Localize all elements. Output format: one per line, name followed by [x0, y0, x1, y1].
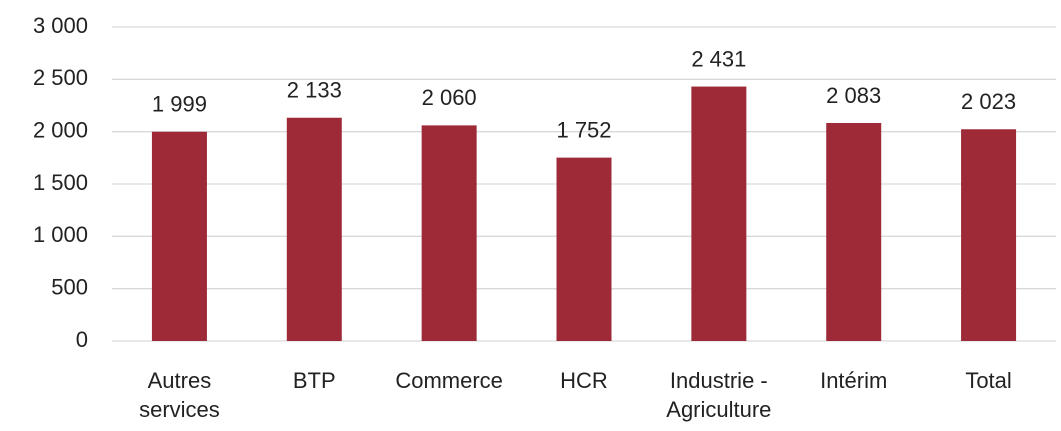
- x-tick-label: BTP: [292, 368, 336, 393]
- value-label: 1 999: [152, 92, 207, 117]
- bar: [691, 86, 747, 342]
- x-tick-label: Commerce: [395, 368, 503, 393]
- y-tick-label: 1 500: [33, 170, 88, 195]
- y-tick-label: 2 500: [33, 65, 88, 90]
- y-tick-label: 3 000: [33, 13, 88, 38]
- bar: [556, 157, 612, 341]
- y-tick-label: 500: [51, 274, 88, 299]
- x-tick-label: HCR: [560, 368, 608, 393]
- x-tick-label: Industrie - Agriculture: [666, 368, 772, 422]
- bar: [421, 125, 477, 342]
- x-tick-label: Intérim: [820, 368, 888, 393]
- value-label: 2 431: [691, 46, 746, 71]
- value-label: 2 083: [826, 83, 881, 108]
- x-tick-label: Total: [965, 368, 1012, 393]
- bar: [151, 131, 207, 341]
- bar: [826, 122, 882, 341]
- value-label: 2 023: [961, 89, 1016, 114]
- bar: [286, 117, 342, 341]
- y-tick-label: 0: [76, 327, 88, 352]
- value-label: 1 752: [556, 117, 611, 142]
- y-tick-label: 1 000: [33, 222, 88, 247]
- x-tick-label: Autres services: [139, 368, 220, 422]
- y-tick-label: 2 000: [33, 117, 88, 142]
- value-label: 2 133: [287, 78, 342, 103]
- bar: [961, 129, 1017, 341]
- value-label: 2 060: [422, 85, 477, 110]
